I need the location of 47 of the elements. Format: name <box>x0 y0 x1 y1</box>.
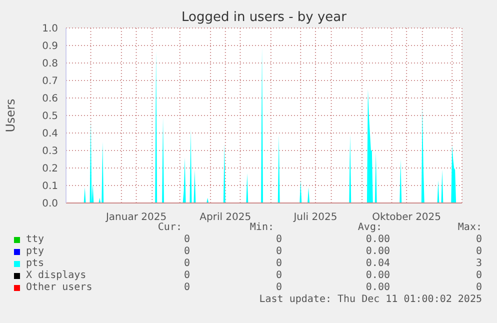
y-axis-title: Users <box>3 98 18 132</box>
text: 0.00 <box>366 282 390 293</box>
y-tick-label: 0.1 <box>42 181 58 192</box>
text: Cur: <box>158 222 182 233</box>
legend-label: X displays <box>26 270 86 281</box>
text: 0 <box>276 246 282 257</box>
text: 0.00 <box>366 246 390 257</box>
legend-label: pts <box>26 258 44 269</box>
text: Avg: <box>358 222 382 233</box>
y-tick-label: 0.3 <box>42 146 58 158</box>
y-tick-label: 0.2 <box>42 164 58 175</box>
text: 3 <box>476 258 482 269</box>
text: 0 <box>476 234 482 245</box>
y-tick-label: 0.8 <box>42 58 58 70</box>
y-tick-label: 0.4 <box>42 128 58 140</box>
y-tick-label: 0.7 <box>42 76 58 88</box>
legend-label: Other users <box>26 282 92 293</box>
x-tick-label: Januar 2025 <box>104 212 167 223</box>
text: 0 <box>276 282 282 293</box>
text: 0 <box>276 234 282 245</box>
y-tick-label: 0.6 <box>42 94 58 105</box>
x-tick-label: Oktober 2025 <box>372 212 442 223</box>
text: 0 <box>276 270 282 281</box>
text: 0 <box>476 270 482 281</box>
legend-label: pty <box>26 246 44 257</box>
x-tick-label: April 2025 <box>200 212 252 223</box>
text: 0 <box>184 258 190 269</box>
y-tick-label: 0.5 <box>42 111 58 122</box>
text: 0.04 <box>366 258 390 269</box>
y-tick-label: 0.0 <box>42 198 58 210</box>
text: Min: <box>250 222 274 233</box>
y-tick-label: 0.9 <box>42 41 58 52</box>
chart-title: Logged in users - by year <box>180 10 348 25</box>
text: 0 <box>184 234 190 245</box>
x-tick-label: Juli 2025 <box>292 212 338 223</box>
legend-label: tty <box>26 234 44 245</box>
text: 0 <box>476 282 482 293</box>
text: 0.00 <box>366 270 390 281</box>
text: 0.00 <box>366 234 390 245</box>
text: Max: <box>458 222 482 233</box>
text: 0 <box>476 246 482 257</box>
text: 0 <box>184 282 190 293</box>
text: Last update: Thu Dec 11 01:00:02 2025 <box>259 294 482 305</box>
text: 0 <box>184 270 190 281</box>
text: 0 <box>276 258 282 269</box>
text: 0 <box>184 246 190 257</box>
y-tick-label: 1.0 <box>42 24 58 35</box>
